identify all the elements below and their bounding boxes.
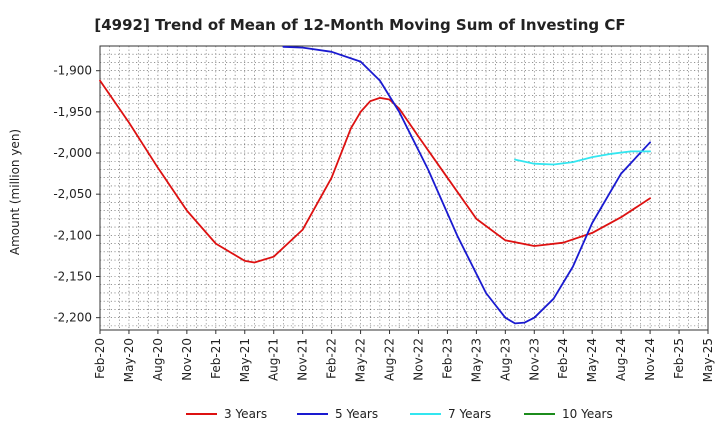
x-axis: Feb-20 May-20 Aug-20 Nov-20 Feb-21 May-21 Aug-…: [93, 330, 715, 382]
series-line-3-years: [99, 79, 651, 264]
legend-label: 10 Years: [562, 407, 613, 421]
x-tick-label: Feb-22: [325, 338, 339, 379]
series-line-5-years: [282, 45, 651, 325]
x-tick-label: Aug-20: [151, 338, 165, 381]
x-tick-label: Aug-24: [614, 338, 628, 381]
chart-title: [4992] Trend of Mean of 12-Month Moving …: [94, 16, 625, 34]
y-tick-label: -2,050: [53, 187, 92, 201]
plot-area: [99, 45, 709, 331]
x-tick-label: Nov-23: [527, 338, 541, 381]
x-tick-label: Feb-24: [556, 338, 570, 379]
series-layer: [99, 45, 651, 325]
y-axis: -1,900 -1,950 -2,000 -2,050 -2,100 -2,150 -2,2…: [53, 64, 100, 325]
x-tick-label: May-24: [585, 338, 599, 382]
x-tick-label: May-22: [354, 338, 368, 382]
x-tick-label: May-25: [701, 338, 715, 382]
x-tick-label: Nov-20: [180, 338, 194, 381]
x-tick-label: May-23: [469, 338, 483, 382]
y-tick-label: -1,950: [53, 105, 92, 119]
x-tick-label: Feb-21: [209, 338, 223, 379]
x-tick-label: Nov-22: [411, 338, 425, 381]
y-tick-label: -2,150: [53, 269, 92, 283]
x-tick-label: Aug-23: [498, 338, 512, 381]
x-tick-label: May-21: [238, 338, 252, 382]
y-tick-label: -2,200: [53, 311, 92, 325]
x-tick-label: Nov-21: [296, 338, 310, 381]
series-line-7-years: [514, 150, 651, 166]
x-tick-label: Feb-20: [93, 338, 107, 379]
x-tick-label: May-20: [122, 338, 136, 382]
legend-label: 7 Years: [448, 407, 491, 421]
x-tick-label: Feb-23: [440, 338, 454, 379]
x-tick-label: Aug-21: [267, 338, 281, 381]
grid-layer: [100, 46, 708, 330]
y-tick-label: -1,900: [53, 64, 92, 78]
y-axis-label: Amount (million yen): [8, 129, 22, 255]
x-tick-label: Feb-25: [672, 338, 686, 379]
y-tick-label: -2,100: [53, 228, 92, 242]
legend-label: 5 Years: [335, 407, 378, 421]
legend-label: 3 Years: [224, 407, 267, 421]
y-tick-label: -2,000: [53, 146, 92, 160]
x-tick-label: Aug-22: [383, 338, 397, 381]
x-tick-label: Nov-24: [643, 338, 657, 381]
legend: 3 Years 5 Years 7 Years 10 Years: [186, 407, 613, 421]
